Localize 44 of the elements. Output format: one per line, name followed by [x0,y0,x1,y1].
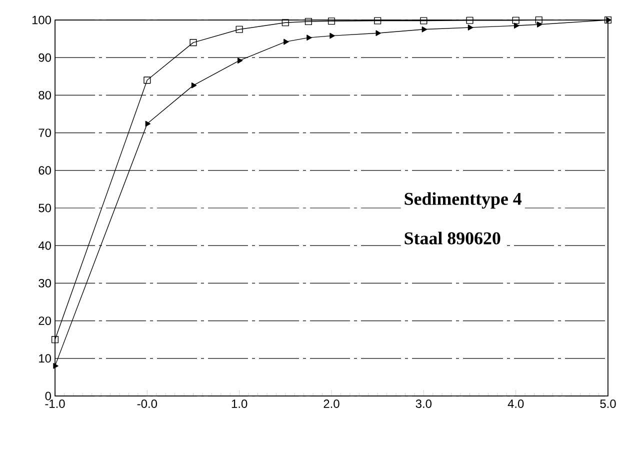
point [514,22,520,29]
point [190,39,197,46]
point [535,16,542,24]
point [422,26,428,32]
point [306,34,312,41]
point [330,32,335,39]
y-tick-label: 70 [38,128,52,138]
point [304,18,312,26]
point [468,24,474,30]
annotation: Staal 890620 [404,232,500,244]
point [512,16,520,24]
point [145,120,151,127]
point [328,18,336,25]
point [236,26,243,33]
y-tick-label: 50 [38,204,52,212]
x-tick-label: -0.0 [137,400,158,408]
point [376,30,381,36]
point [282,19,289,26]
y-tick-label: 90 [38,53,52,62]
y-tick-label: 40 [38,241,52,250]
y-tick-label: 80 [38,90,52,100]
point [237,58,243,64]
point [466,16,474,24]
x-tick-label: 3.0 [416,400,432,408]
y-tick-label: 0 [45,392,52,400]
point [144,76,151,84]
x-tick-label: 4.0 [508,400,524,408]
y-tick-label: 60 [38,166,52,175]
y-tick-label: 10 [39,354,52,363]
point [53,362,58,369]
y-tick-label: 30 [38,278,52,288]
point [374,17,382,24]
point [191,82,197,88]
x-tick-label: 1.0 [232,400,248,408]
y-tick-label: 100 [32,16,52,24]
point [284,38,289,45]
point [420,17,428,24]
x-tick-label: 5.0 [600,400,616,408]
point [51,336,59,344]
x-tick-label: -1.0 [45,400,65,408]
annotation: Sedimenttype 4 [404,192,522,209]
y-tick-label: 20 [38,316,52,326]
point [537,22,542,28]
x-tick-label: 2.0 [324,400,340,408]
